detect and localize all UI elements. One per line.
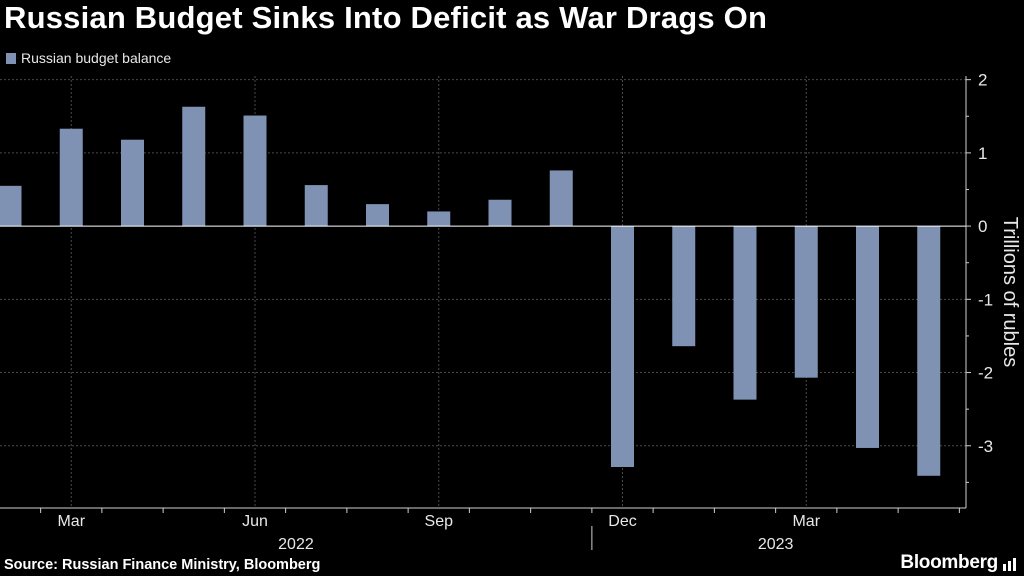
bar (59, 128, 83, 227)
y-tick-label: -2 (978, 364, 993, 383)
bar (917, 226, 941, 476)
y-tick-label: -1 (978, 290, 993, 309)
bar (427, 211, 451, 227)
bar (0, 185, 22, 227)
x-tick-label: Mar (57, 513, 85, 530)
chart-title: Russian Budget Sinks Into Deficit as War… (4, 0, 768, 35)
bar (733, 226, 757, 400)
bloomberg-logo: Bloomberg (900, 552, 998, 573)
bar (243, 115, 267, 227)
bar (794, 226, 818, 378)
bar (549, 170, 573, 227)
bar (304, 185, 328, 227)
bar (121, 139, 144, 227)
bar (672, 226, 696, 347)
bar (856, 226, 879, 448)
x-year-label: 2023 (758, 536, 794, 553)
legend: Russian budget balance (6, 50, 171, 66)
y-tick-label: 1 (978, 144, 987, 163)
legend-swatch (6, 52, 16, 64)
y-tick-label: -3 (978, 437, 993, 456)
legend-label: Russian budget balance (21, 50, 172, 66)
bar (611, 226, 634, 467)
y-axis-label: Trillions of rubles (999, 217, 1021, 367)
bar (366, 204, 389, 227)
y-tick-label: 2 (978, 71, 987, 90)
bloomberg-mark-icon (1003, 558, 1016, 571)
x-tick-label: Dec (608, 513, 636, 530)
x-year-label: 2022 (278, 536, 314, 553)
bar (488, 199, 512, 227)
x-tick-label: Mar (792, 513, 820, 530)
x-tick-label: Sep (425, 513, 454, 530)
source-note: Source: Russian Finance Ministry, Bloomb… (4, 557, 321, 573)
bar (182, 106, 206, 227)
x-tick-label: Jun (242, 513, 268, 530)
y-tick-label: 0 (978, 217, 987, 236)
